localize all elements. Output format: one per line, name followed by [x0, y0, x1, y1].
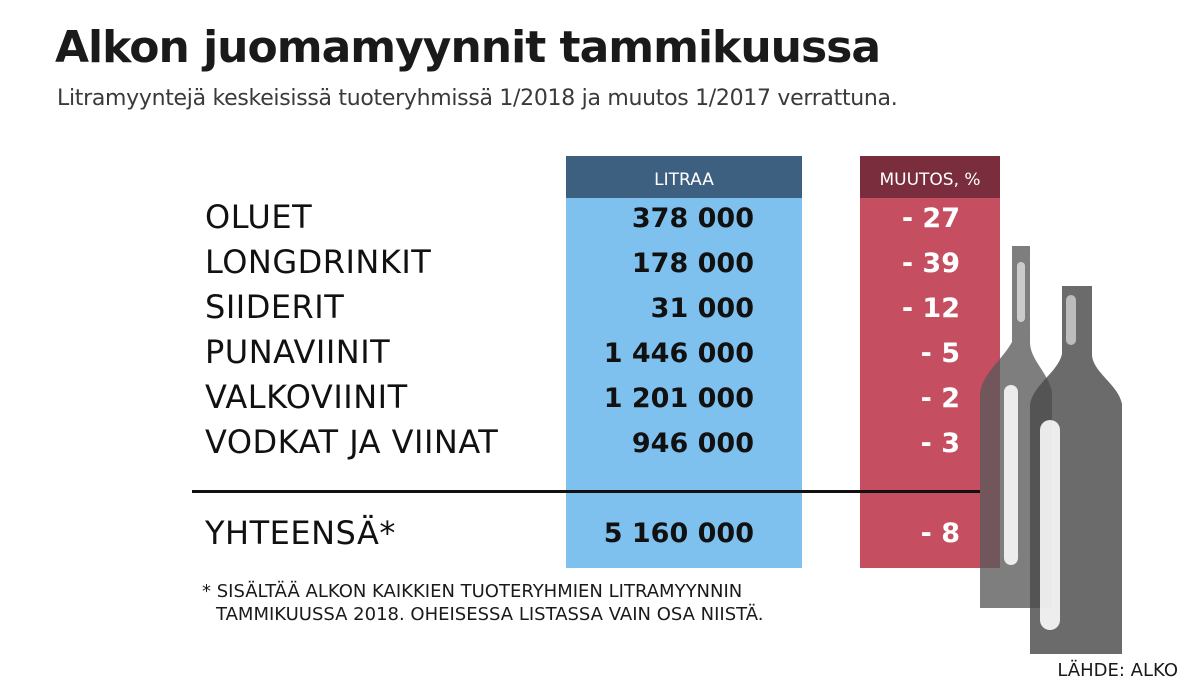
footnote-line-2: TAMMIKUUSSA 2018. OHEISESSA LISTASSA VAI… [216, 604, 764, 625]
row-litres: 1 201 000 [603, 383, 754, 414]
change-column-background [860, 156, 1000, 568]
row-change: - 5 [920, 338, 960, 369]
row-label: VODKAT JA VIINAT [205, 423, 499, 461]
row-label: OLUET [205, 198, 313, 236]
total-divider [192, 490, 980, 493]
front-bottle-highlight [1040, 420, 1060, 630]
row-label: PUNAVIINIT [205, 333, 391, 371]
back-bottle-highlight [1004, 385, 1018, 565]
litres-column-header: LITRAA [566, 156, 802, 198]
total-change: - 8 [920, 518, 960, 549]
row-label: LONGDRINKIT [205, 243, 432, 281]
row-change: - 3 [920, 428, 960, 459]
row-change: - 39 [901, 248, 960, 279]
chart-title: Alkon juomamyynnit tammikuussa [55, 22, 881, 73]
back-bottle-neck-highlight [1017, 262, 1025, 322]
row-label: SIIDERIT [205, 288, 345, 326]
row-label: VALKOVIINIT [205, 378, 408, 416]
litres-column-background [566, 156, 802, 568]
footnote-line-1: * SISÄLTÄÄ ALKON KAIKKIEN TUOTERYHMIEN L… [202, 581, 743, 602]
total-label: YHTEENSÄ* [205, 514, 396, 552]
row-change: - 12 [901, 293, 960, 324]
row-litres: 31 000 [650, 293, 754, 324]
front-bottle-neck-highlight [1066, 295, 1076, 345]
row-change: - 2 [920, 383, 960, 414]
total-litres: 5 160 000 [603, 518, 754, 549]
source-credit: LÄHDE: ALKO [1057, 660, 1178, 681]
row-change: - 27 [901, 203, 960, 234]
row-litres: 178 000 [631, 248, 754, 279]
row-litres: 1 446 000 [603, 338, 754, 369]
change-column-header: MUUTOS, % [860, 156, 1000, 198]
chart-subtitle: Litramyyntejä keskeisissä tuoteryhmissä … [57, 86, 898, 111]
row-litres: 946 000 [631, 428, 754, 459]
row-litres: 378 000 [631, 203, 754, 234]
footnote: * SISÄLTÄÄ ALKON KAIKKIEN TUOTERYHMIEN L… [202, 580, 763, 626]
